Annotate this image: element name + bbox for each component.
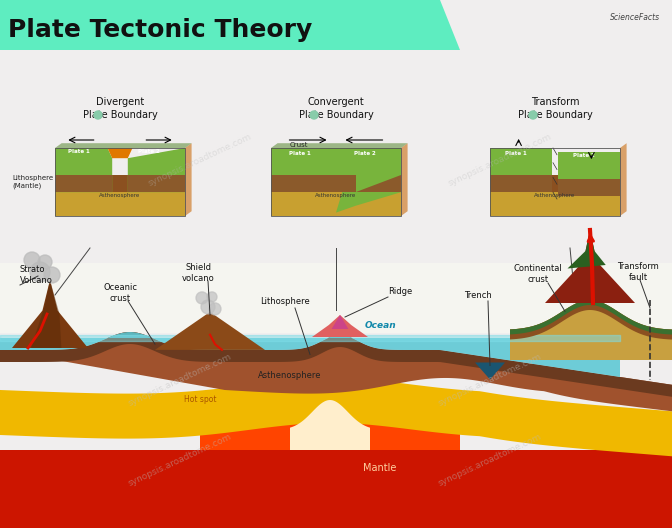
Text: Lithosphere: Lithosphere — [260, 297, 310, 306]
Polygon shape — [312, 315, 368, 337]
Polygon shape — [200, 360, 460, 450]
Circle shape — [30, 262, 50, 282]
Text: Crust: Crust — [290, 142, 308, 148]
Text: Convergent
Plate Boundary: Convergent Plate Boundary — [298, 97, 374, 120]
Polygon shape — [490, 175, 552, 192]
Text: Mantle: Mantle — [364, 463, 396, 473]
Polygon shape — [0, 332, 672, 411]
Text: Hot spot: Hot spot — [183, 395, 216, 404]
Circle shape — [24, 252, 40, 268]
Polygon shape — [12, 280, 88, 348]
Text: Lithosphere
(Mantle): Lithosphere (Mantle) — [12, 175, 53, 188]
Polygon shape — [271, 143, 408, 148]
Polygon shape — [567, 230, 605, 269]
Text: Asthenosphere: Asthenosphere — [315, 193, 357, 198]
Polygon shape — [55, 175, 112, 192]
Text: Plate 1: Plate 1 — [505, 151, 527, 156]
Text: Divergent
Plate Boundary: Divergent Plate Boundary — [83, 97, 157, 120]
Polygon shape — [31, 280, 61, 348]
Polygon shape — [55, 175, 185, 216]
Text: Continental
crust: Continental crust — [513, 265, 562, 284]
Polygon shape — [620, 143, 626, 216]
Polygon shape — [558, 180, 620, 196]
Text: Plate 2: Plate 2 — [573, 153, 595, 158]
Text: Ocean: Ocean — [364, 322, 396, 331]
Polygon shape — [271, 175, 355, 192]
Polygon shape — [0, 450, 672, 528]
Polygon shape — [290, 400, 370, 450]
Polygon shape — [271, 175, 401, 192]
Text: Plate 1: Plate 1 — [289, 151, 310, 156]
Polygon shape — [55, 148, 112, 192]
Polygon shape — [55, 175, 185, 192]
Polygon shape — [510, 300, 672, 360]
Text: Shield
volcano: Shield volcano — [181, 263, 214, 282]
Text: synopsis.aroadtome.com: synopsis.aroadtome.com — [447, 132, 553, 188]
Circle shape — [44, 267, 60, 283]
Polygon shape — [401, 143, 408, 216]
Polygon shape — [510, 300, 672, 335]
Polygon shape — [331, 315, 348, 329]
Text: synopsis.aroadtome.com: synopsis.aroadtome.com — [147, 132, 253, 188]
Circle shape — [201, 300, 215, 314]
Text: Trench: Trench — [464, 290, 492, 299]
Polygon shape — [0, 378, 672, 456]
Circle shape — [209, 303, 221, 315]
Circle shape — [94, 111, 102, 119]
Text: Asthenosphere: Asthenosphere — [99, 193, 140, 198]
Text: synopsis.aroadtome.com: synopsis.aroadtome.com — [127, 432, 233, 488]
Polygon shape — [355, 175, 401, 192]
Text: synopsis.aroadtome.com: synopsis.aroadtome.com — [437, 352, 543, 408]
Polygon shape — [558, 152, 620, 196]
Text: Transform
Plate Boundary: Transform Plate Boundary — [517, 97, 593, 120]
Circle shape — [207, 292, 217, 302]
Polygon shape — [271, 175, 401, 216]
Polygon shape — [155, 312, 265, 350]
Polygon shape — [336, 148, 401, 213]
Circle shape — [196, 292, 208, 304]
Circle shape — [310, 111, 318, 119]
Polygon shape — [490, 148, 552, 192]
Polygon shape — [510, 300, 672, 340]
Polygon shape — [271, 148, 355, 192]
Polygon shape — [108, 148, 132, 158]
Circle shape — [38, 255, 52, 269]
Text: synopsis.aroadtome.com: synopsis.aroadtome.com — [127, 352, 233, 408]
Polygon shape — [55, 143, 192, 148]
Text: Plate 1: Plate 1 — [67, 149, 89, 154]
Circle shape — [529, 111, 537, 119]
Text: Oceanic
crust: Oceanic crust — [103, 284, 137, 303]
Polygon shape — [0, 263, 672, 333]
Text: Transform
fault: Transform fault — [617, 262, 659, 282]
Polygon shape — [128, 148, 185, 192]
Polygon shape — [185, 143, 192, 216]
Text: Asthenosphere: Asthenosphere — [534, 193, 576, 198]
Text: synopsis.aroadtome.com: synopsis.aroadtome.com — [437, 432, 543, 488]
Polygon shape — [490, 175, 620, 216]
Polygon shape — [475, 363, 505, 380]
Text: Asthenosphere: Asthenosphere — [258, 371, 322, 380]
Polygon shape — [128, 175, 185, 192]
Text: ScienceFacts: ScienceFacts — [610, 14, 660, 23]
Polygon shape — [0, 332, 672, 397]
Polygon shape — [0, 0, 460, 50]
Polygon shape — [545, 230, 635, 303]
Text: Plate 2: Plate 2 — [138, 149, 159, 154]
Text: Plate Tectonic Theory: Plate Tectonic Theory — [8, 18, 312, 42]
Text: Plate 2: Plate 2 — [353, 151, 376, 156]
Text: Ridge: Ridge — [388, 288, 412, 297]
Polygon shape — [490, 175, 620, 192]
Polygon shape — [0, 332, 620, 377]
Text: Strato
Volcano: Strato Volcano — [20, 265, 53, 285]
